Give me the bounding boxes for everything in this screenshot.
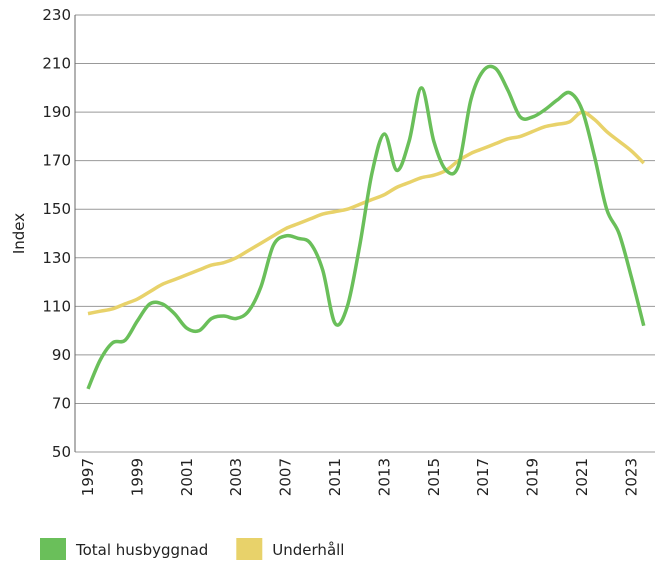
y-tick-label: 110: [42, 297, 71, 315]
y-tick-label: 150: [42, 200, 71, 218]
y-tick-label: 70: [52, 394, 71, 412]
x-tick-label: 2011: [326, 458, 344, 496]
line-series: [86, 64, 646, 390]
y-tick-label: 130: [42, 249, 71, 267]
y-tick-label: 50: [52, 443, 71, 461]
y-axis-label: Index: [10, 213, 28, 254]
legend-label: Total husbyggnad: [75, 541, 208, 559]
x-tick-label: 2001: [178, 458, 196, 496]
legend-swatch: [40, 538, 66, 560]
legend-swatch: [236, 538, 263, 560]
y-tick-label: 90: [52, 346, 71, 364]
x-tick-label: 2007: [277, 458, 295, 496]
x-tick-label: 2023: [622, 458, 640, 496]
legend-label: Underhåll: [272, 541, 344, 559]
y-tick-label: 230: [42, 6, 71, 24]
x-tick-label: 2017: [474, 458, 492, 496]
x-tick-label: 1997: [79, 458, 97, 496]
y-tick-label: 210: [42, 55, 71, 73]
x-tick-label: 2015: [425, 458, 443, 496]
x-tick-label: 2013: [375, 458, 393, 496]
x-tick-label: 2019: [524, 458, 542, 496]
y-tick-label: 190: [42, 103, 71, 121]
x-tick-label: 1999: [128, 458, 146, 496]
y-tick-label: 170: [42, 152, 71, 170]
x-tick-label: 2003: [227, 458, 245, 496]
x-tick-label: 2021: [573, 458, 591, 496]
